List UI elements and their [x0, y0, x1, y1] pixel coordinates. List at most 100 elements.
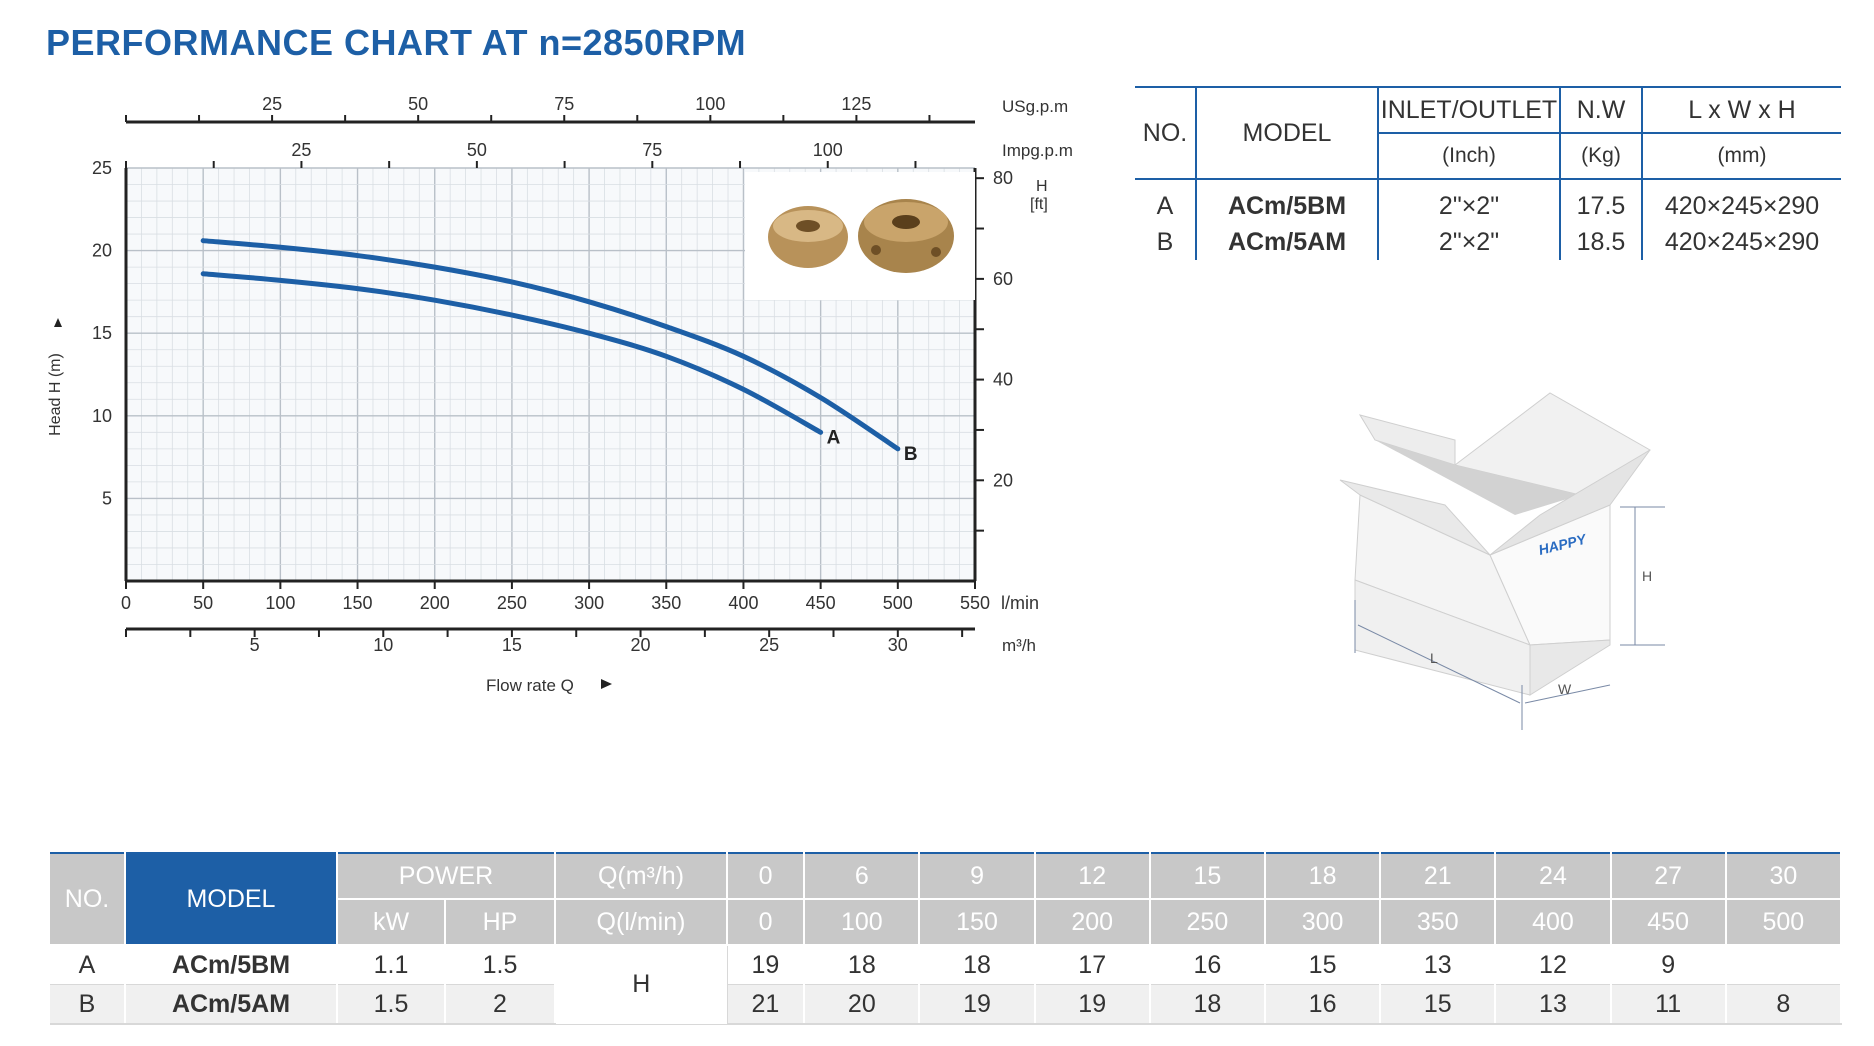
- x-axis-arrow-icon: [601, 679, 612, 689]
- series-label-A: A: [827, 427, 841, 448]
- perf-cell-h: 20: [804, 984, 921, 1025]
- perf-cell-h: 17: [1034, 945, 1151, 985]
- perf-q-m3h-cell: 18: [1264, 852, 1382, 900]
- x-unit-label: l/min: [1001, 593, 1039, 613]
- perf-cell-h: 8: [1725, 984, 1843, 1025]
- perf-row: A ACm/5BM 1.1 1.5 H 19 18 18 17 16 15 13…: [50, 944, 1843, 1025]
- perf-cell-no: A: [50, 945, 126, 985]
- perf-q-m3h-cell: 21: [1380, 852, 1497, 900]
- impgpm-tick-label: 75: [642, 140, 662, 160]
- y-tick-label: 25: [92, 158, 112, 178]
- perf-cell-h: [1725, 945, 1843, 985]
- perf-q-m3h-cell: 15: [1149, 852, 1266, 900]
- perf-q-lmin-cell: 500: [1725, 899, 1843, 946]
- x-tick-label: 50: [193, 593, 213, 613]
- spec-cell-dims: 420×245×290: [1641, 179, 1841, 224]
- box-dim-h: H: [1642, 568, 1652, 584]
- perf-row: B ACm/5AM 1.5 2 21 20 19 19 18 16 15 13 …: [50, 984, 1843, 1025]
- perf-cell-h: 15: [1380, 984, 1497, 1025]
- perf-header-model: MODEL: [125, 852, 338, 946]
- spec-table: NO. MODEL INLET/OUTLET N.W L x W x H (In…: [1135, 86, 1841, 260]
- m3h-tick-label: 25: [759, 635, 779, 655]
- perf-cell-h: 19: [727, 945, 806, 985]
- spec-row: B ACm/5AM 2"×2" 18.5 420×245×290: [1135, 224, 1841, 260]
- box-dim-l: L: [1430, 650, 1438, 666]
- perf-cell-h: 19: [919, 984, 1036, 1025]
- spec-cell-dims: 420×245×290: [1641, 224, 1841, 260]
- y-tick-label: 15: [92, 323, 112, 343]
- spec-header-model: MODEL: [1195, 86, 1378, 180]
- perf-header-kw: kW: [337, 899, 446, 946]
- perf-q-lmin-cell: 0: [727, 899, 806, 946]
- m3h-tick-label: 15: [502, 635, 522, 655]
- perf-header-q-lmin: Q(l/min): [555, 899, 728, 946]
- perf-q-lmin-cell: 250: [1149, 899, 1266, 946]
- y-tick-label: 20: [92, 241, 112, 261]
- ft-tick-label: 80: [993, 168, 1013, 188]
- spec-header-dims-unit: (mm): [1641, 133, 1841, 180]
- usgpm-tick-label: 25: [262, 94, 282, 114]
- perf-q-lmin-cell: 150: [919, 899, 1036, 946]
- perf-cell-h: 16: [1264, 984, 1382, 1025]
- perf-cell-h: 13: [1495, 984, 1612, 1025]
- x-tick-label: 200: [420, 593, 450, 613]
- perf-cell-model: ACm/5AM: [125, 984, 338, 1025]
- perf-q-m3h-cell: 0: [727, 852, 806, 900]
- series-label-B: B: [904, 444, 918, 465]
- spec-header-nw: N.W: [1559, 86, 1642, 134]
- spec-cell-nw: 17.5: [1559, 179, 1642, 224]
- perf-header-power: POWER: [337, 852, 556, 900]
- perf-header-hp: HP: [445, 899, 556, 946]
- x-tick-label: 550: [960, 593, 990, 613]
- perf-q-lmin-cell: 350: [1380, 899, 1497, 946]
- impgpm-tick-label: 100: [813, 140, 843, 160]
- spec-header-inlet-unit: (Inch): [1377, 133, 1560, 180]
- perf-q-lmin-cell: 300: [1264, 899, 1382, 946]
- perf-q-m3h-cell: 30: [1725, 852, 1843, 900]
- perf-q-lmin-cell: 400: [1495, 899, 1612, 946]
- perf-cell-kw: 1.1: [337, 945, 446, 985]
- performance-table: NO. MODEL POWER Q(m³/h) 0 6 9 12 15 18 2…: [50, 852, 1843, 1025]
- perf-q-lmin-cell: 100: [804, 899, 921, 946]
- spec-header-nw-unit: (Kg): [1559, 133, 1642, 180]
- x-axis-title: Flow rate Q: [486, 676, 574, 695]
- x-tick-label: 300: [574, 593, 604, 613]
- m3h-tick-label: 5: [250, 635, 260, 655]
- perf-cell-h-label: H: [554, 944, 728, 1025]
- perf-cell-h: 21: [727, 984, 806, 1025]
- perf-header-no: NO.: [50, 852, 126, 946]
- perf-cell-hp: 1.5: [445, 945, 556, 985]
- x-tick-label: 0: [121, 593, 131, 613]
- spec-cell-model: ACm/5BM: [1195, 179, 1378, 224]
- spec-cell-model: ACm/5AM: [1195, 224, 1378, 260]
- usgpm-tick-label: 100: [695, 94, 725, 114]
- spec-cell-no: A: [1156, 191, 1174, 220]
- x-tick-label: 150: [343, 593, 373, 613]
- perf-cell-model: ACm/5BM: [125, 945, 338, 985]
- box-dim-w: W: [1558, 681, 1572, 697]
- perf-cell-h: 18: [1149, 984, 1266, 1025]
- impgpm-tick-label: 50: [467, 140, 487, 160]
- impgpm-axis-title: Impg.p.m: [1002, 141, 1073, 160]
- x-tick-label: 450: [806, 593, 836, 613]
- impeller-photo: [745, 172, 975, 300]
- perf-header-q-m3h: Q(m³/h): [555, 852, 728, 900]
- ft-tick-label: 20: [993, 470, 1013, 490]
- usgpm-tick-label: 50: [408, 94, 428, 114]
- perf-cell-h: 18: [804, 945, 921, 985]
- spec-header-dims: L x W x H: [1641, 86, 1841, 134]
- m3h-tick-label: 30: [888, 635, 908, 655]
- spec-cell-no: B: [1156, 227, 1174, 256]
- spec-row: A ACm/5BM 2"×2" 17.5 420×245×290: [1135, 179, 1841, 224]
- ft-axis-unit: [ft]: [1030, 196, 1048, 213]
- m3h-axis-title: m³/h: [1002, 636, 1036, 655]
- perf-cell-h: 16: [1149, 945, 1266, 985]
- y-axis-title: Head H (m): [47, 353, 64, 436]
- perf-q-m3h-cell: 24: [1495, 852, 1612, 900]
- m3h-tick-label: 10: [373, 635, 393, 655]
- x-tick-label: 250: [497, 593, 527, 613]
- series-line-B: [200, 238, 901, 452]
- perf-cell-h: 19: [1034, 984, 1151, 1025]
- y-axis-arrow-icon: [54, 318, 62, 327]
